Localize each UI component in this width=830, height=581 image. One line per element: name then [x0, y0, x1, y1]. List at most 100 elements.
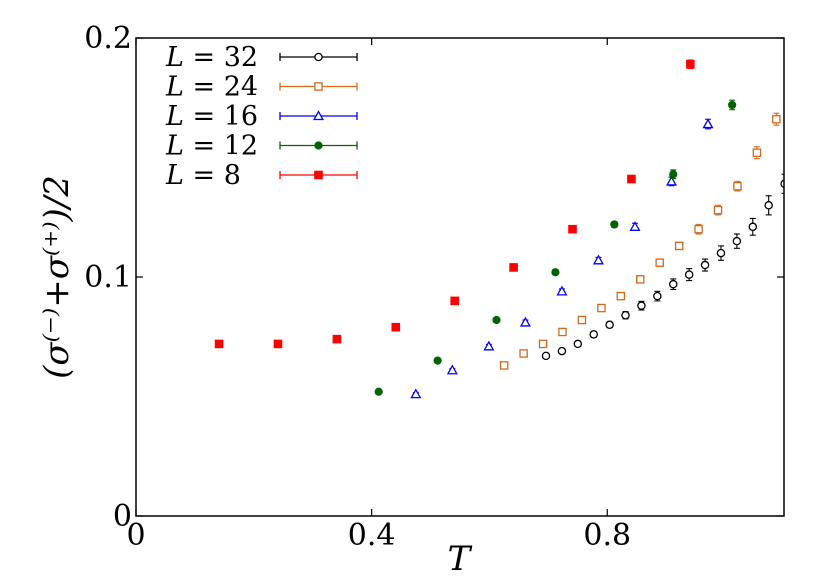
x-tick-label: 0: [126, 518, 145, 553]
data-marker: [410, 388, 422, 399]
data-marker: [732, 236, 742, 246]
data-point: [653, 290, 662, 302]
data-marker: [483, 340, 495, 351]
data-marker: [556, 285, 568, 296]
data-point: [605, 320, 614, 330]
data-point: [483, 340, 495, 351]
x-axis-title: T: [448, 539, 473, 579]
data-point: [610, 220, 619, 229]
data-marker: [551, 268, 560, 277]
legend-marker: [314, 82, 323, 91]
data-point: [573, 339, 583, 349]
legend-label: L = 24: [165, 72, 258, 103]
data-marker: [450, 296, 459, 306]
data-marker: [538, 339, 548, 349]
data-point: [764, 195, 773, 216]
legend-entry: L = 8: [165, 160, 358, 191]
legend-entry: L = 32: [165, 42, 358, 73]
data-point: [597, 303, 606, 313]
series-0: [541, 173, 784, 361]
legend: L = 32L = 24L = 16L = 12L = 8: [165, 42, 358, 191]
legend-marker: [314, 52, 323, 62]
data-point: [538, 339, 548, 349]
data-marker: [694, 224, 703, 234]
data-point: [700, 258, 710, 272]
data-marker: [589, 330, 598, 339]
data-marker: [509, 263, 518, 272]
legend-label: L = 16: [165, 101, 258, 132]
data-point: [541, 351, 551, 361]
series-2: [410, 118, 714, 399]
data-point: [568, 224, 577, 234]
data-marker: [214, 339, 224, 349]
legend-label: L = 32: [165, 42, 258, 73]
data-marker: [616, 291, 626, 301]
data-marker: [374, 387, 383, 396]
data-point: [752, 146, 762, 160]
data-point: [332, 334, 342, 344]
data-marker: [499, 361, 509, 370]
legend-entry: L = 24: [165, 72, 358, 103]
data-marker: [665, 175, 677, 186]
data-point: [674, 241, 684, 251]
legend-label: L = 12: [165, 131, 258, 162]
data-point: [702, 118, 714, 130]
series-4: [214, 59, 695, 349]
data-marker: [716, 248, 726, 258]
data-point: [621, 310, 630, 320]
data-point: [450, 296, 459, 306]
data-marker: [702, 118, 714, 129]
data-marker: [492, 315, 501, 325]
data-point: [589, 330, 598, 339]
series-3: [374, 99, 737, 396]
data-point: [509, 263, 518, 272]
data-marker: [728, 100, 737, 110]
data-point: [499, 361, 509, 370]
legend-marker: [314, 170, 323, 180]
y-tick-label: 0: [113, 499, 132, 534]
data-marker: [733, 181, 742, 191]
data-marker: [772, 115, 781, 124]
data-marker: [752, 148, 762, 157]
data-point: [732, 233, 742, 249]
data-point: [792, 83, 799, 97]
data-marker: [446, 364, 458, 375]
data-marker: [273, 339, 283, 349]
data-marker: [713, 205, 723, 215]
data-point: [446, 364, 458, 375]
legend-entry: L = 12: [165, 131, 358, 162]
x-tick-label: 0.8: [583, 518, 631, 553]
data-marker: [686, 59, 695, 69]
legend-entry: L = 16: [165, 101, 358, 132]
data-point: [558, 327, 567, 337]
data-point: [519, 316, 531, 327]
data-marker: [558, 327, 567, 337]
data-marker: [541, 351, 551, 361]
data-point: [655, 258, 664, 267]
plot-points: [214, 59, 799, 399]
x-tick-label: 0.4: [348, 518, 396, 553]
data-point: [433, 356, 442, 365]
data-marker: [792, 87, 799, 94]
data-marker: [519, 316, 531, 327]
data-point: [556, 285, 568, 296]
data-marker: [627, 174, 636, 184]
data-marker: [780, 179, 784, 188]
data-point: [391, 322, 401, 332]
data-point: [716, 245, 726, 261]
data-point: [686, 59, 695, 70]
axis-tick-labels: 0 0.4 0.8 0 0.1 0.2: [84, 21, 631, 553]
y-tick-label: 0.1: [84, 260, 132, 295]
y-tick-label: 0.2: [84, 21, 132, 56]
data-marker: [610, 220, 619, 229]
data-marker: [636, 275, 645, 284]
data-point: [374, 387, 383, 396]
legend-marker: [312, 110, 325, 121]
data-point: [492, 315, 501, 325]
data-marker: [669, 170, 678, 179]
data-marker: [655, 258, 664, 267]
data-marker: [700, 260, 710, 270]
data-point: [772, 112, 781, 126]
data-marker: [653, 291, 662, 301]
